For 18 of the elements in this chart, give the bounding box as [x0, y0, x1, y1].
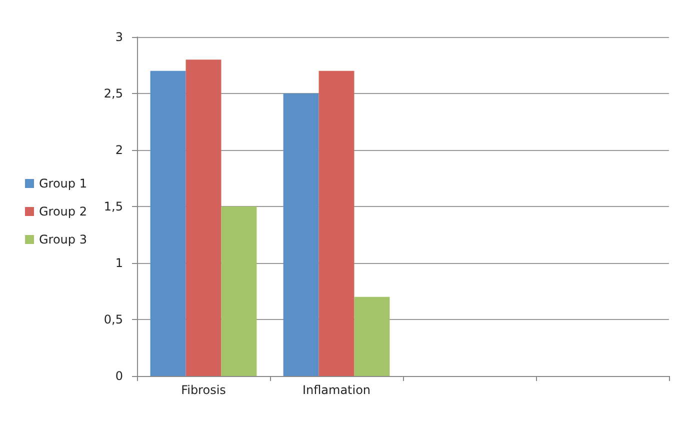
y-tick-label: 3: [115, 30, 123, 44]
bar: [354, 296, 390, 376]
legend-label: Group 1: [39, 176, 87, 190]
y-tick-label: 0: [115, 369, 123, 383]
y-tick-label: 0,5: [104, 312, 123, 326]
y-tick-label: 1,5: [104, 200, 123, 214]
bar: [283, 94, 319, 376]
y-tick-label: 2: [115, 143, 123, 157]
x-tick-label: Fibrosis: [181, 383, 226, 397]
y-tick-label: 2,5: [104, 86, 123, 100]
x-tick-label: Inflamation: [302, 383, 371, 397]
y-tick-label: 1: [115, 256, 123, 270]
legend-label: Group 2: [39, 204, 87, 218]
bar: [318, 70, 354, 376]
legend-label: Group 3: [39, 232, 87, 246]
bar: [150, 70, 186, 376]
bar: [186, 60, 222, 376]
bar: [221, 206, 257, 376]
